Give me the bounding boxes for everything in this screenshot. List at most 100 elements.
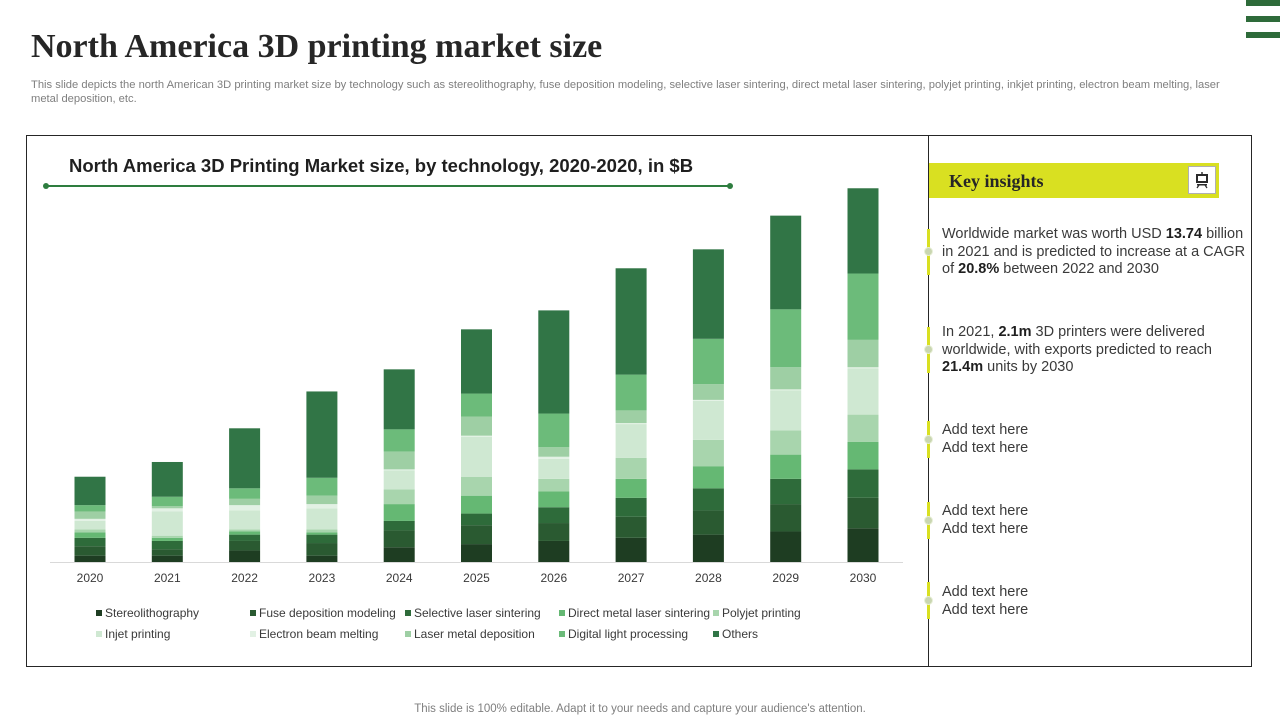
legend-swatch [405, 610, 411, 616]
bar-segment [461, 513, 492, 526]
underline-dot-right [727, 183, 733, 189]
bar-segment [461, 435, 492, 437]
bar-segment [151, 537, 183, 541]
bar-segment [770, 478, 802, 505]
bar-segment [847, 367, 879, 369]
insight-marker-dot [924, 596, 933, 605]
bar-segment [74, 532, 106, 538]
insight-marker-dot [924, 435, 933, 444]
legend-swatch [559, 631, 565, 637]
bar-segment [229, 428, 261, 489]
legend-swatch [250, 631, 256, 637]
bar-segment [538, 491, 570, 508]
insight-item: In 2021, 2.1m 3D printers were delivered… [942, 324, 1212, 375]
legend-item: Polyjet printing [713, 606, 801, 620]
bar-segment [229, 540, 261, 551]
bar-segment [615, 537, 647, 562]
legend-label: Polyjet printing [722, 606, 801, 620]
bar-segment [229, 498, 261, 506]
bar-segment [692, 534, 724, 562]
bar-segment [383, 470, 415, 490]
insight-placeholder-line: Add text here [942, 422, 1029, 438]
bar-segment [538, 447, 570, 457]
legend-label: Electron beam melting [259, 627, 379, 641]
bar-segment [229, 510, 261, 530]
bar-segment [461, 416, 492, 436]
bar-segment [615, 478, 647, 498]
bar-segment [770, 531, 802, 562]
bar-segment [383, 489, 415, 505]
bar-segment [461, 329, 492, 394]
chart-title: North America 3D Printing Market size, b… [69, 155, 694, 176]
bar-segment [151, 461, 183, 497]
insight-placeholder-line: Add text here [942, 601, 1029, 618]
bar-segment [229, 531, 261, 535]
x-tick-label: 2020 [77, 571, 104, 585]
bar-segment [461, 476, 492, 496]
x-tick-label: 2024 [386, 571, 413, 585]
x-tick-label: 2030 [850, 571, 877, 585]
presentation-board-icon [1188, 166, 1216, 194]
bar-segment [151, 555, 183, 562]
bar-segment [74, 537, 106, 547]
legend-swatch [405, 631, 411, 637]
bar-segment [151, 535, 183, 538]
legend-swatch [96, 610, 102, 616]
bar-segment [383, 520, 415, 531]
bar-segment [770, 389, 802, 391]
bar-segment [383, 369, 415, 430]
legend-item: Electron beam melting [250, 627, 378, 641]
bar-segment [306, 529, 338, 533]
bar-segment [151, 508, 183, 512]
bar-segment [461, 393, 492, 417]
bar-segment [770, 454, 802, 479]
bar-segment [306, 495, 338, 505]
legend-swatch [559, 610, 565, 616]
x-tick-label: 2022 [231, 571, 258, 585]
insight-placeholder-line: Add text here [942, 503, 1029, 519]
x-tick-label: 2023 [309, 571, 336, 585]
bar-segment [383, 469, 415, 471]
bar-segment [770, 215, 802, 310]
bar-segment [847, 528, 879, 562]
bar-segment [847, 469, 879, 498]
bar-segment [151, 511, 183, 536]
bar-segment [538, 456, 570, 459]
legend-swatch [713, 631, 719, 637]
bar-segment [847, 441, 879, 470]
bar-segment [306, 508, 338, 530]
bar-segment [615, 424, 647, 458]
bar-segment [538, 507, 570, 524]
legend-item: Laser metal deposition [405, 627, 535, 641]
insight-item: Add text here Add text here [942, 422, 1247, 457]
legend-item: Injet printing [96, 627, 170, 641]
legend-swatch [96, 631, 102, 637]
bar-segment [306, 504, 338, 509]
bar-segment [383, 547, 415, 562]
x-tick-label: 2025 [463, 571, 490, 585]
bar-segment [383, 451, 415, 470]
bar-segment [847, 273, 879, 340]
insight-item: Add text here Add text here [942, 584, 1247, 619]
legend-item: Fuse deposition modeling [250, 606, 396, 620]
bar-segment [847, 497, 879, 529]
bar-segment [770, 504, 802, 532]
bar-segment [306, 543, 338, 556]
x-tick-label: 2027 [618, 571, 645, 585]
bar-segment [770, 367, 802, 390]
bar-segment [306, 532, 338, 535]
bar-segment [692, 338, 724, 385]
bar-segment [615, 410, 647, 424]
chart-title-underline [46, 185, 730, 187]
bar-segment [383, 504, 415, 521]
insight-placeholder-line: Add text here [942, 584, 1029, 600]
hamburger-menu-icon[interactable] [1246, 0, 1280, 38]
bar-segment [692, 400, 724, 440]
bar-segment [74, 529, 106, 533]
x-tick-label: 2028 [695, 571, 722, 585]
bar-segment [615, 457, 647, 479]
underline-dot-left [43, 183, 49, 189]
bar-segment [692, 510, 724, 535]
bar-segment [151, 540, 183, 550]
legend-label: Direct metal laser sintering [568, 606, 711, 620]
